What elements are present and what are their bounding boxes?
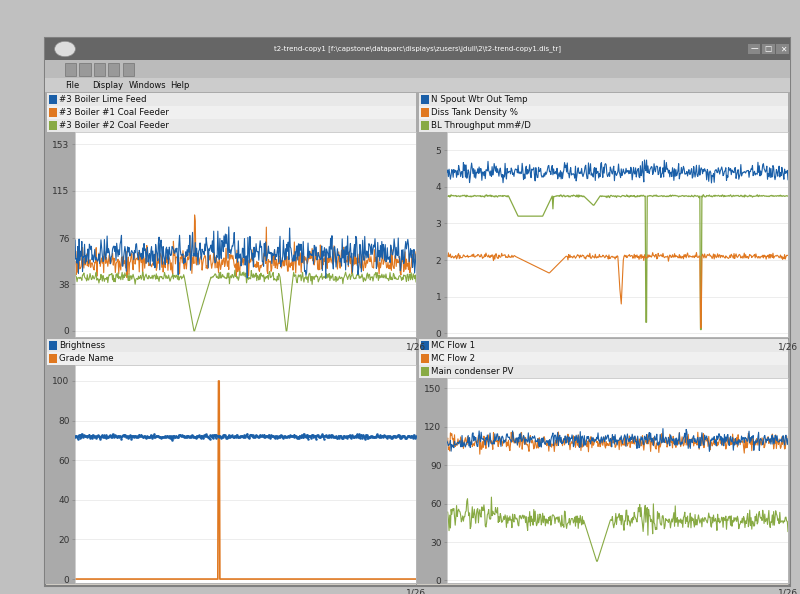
Text: Main condenser PV: Main condenser PV — [431, 367, 514, 376]
Text: Brightness: Brightness — [59, 341, 105, 350]
Bar — [419, 339, 788, 352]
Text: File: File — [65, 81, 79, 90]
Bar — [45, 78, 790, 92]
Bar — [50, 121, 57, 130]
Bar — [422, 367, 429, 376]
Bar — [45, 38, 790, 60]
Bar — [47, 352, 416, 365]
Circle shape — [54, 41, 75, 56]
Bar — [47, 106, 416, 119]
Text: Display: Display — [93, 81, 123, 90]
Text: BL Throughput mm#/D: BL Throughput mm#/D — [431, 121, 531, 130]
Text: MC Flow 1: MC Flow 1 — [431, 341, 475, 350]
Bar — [422, 354, 429, 363]
Text: MC Flow 2: MC Flow 2 — [431, 354, 475, 363]
Bar — [65, 63, 76, 76]
Bar — [50, 341, 57, 350]
Bar — [422, 121, 429, 130]
Bar — [50, 108, 57, 117]
Text: Grade Name: Grade Name — [59, 354, 114, 363]
Text: Diss Tank Density %: Diss Tank Density % — [431, 108, 518, 117]
Text: #3 Boiler #2 Coal Feeder: #3 Boiler #2 Coal Feeder — [59, 121, 169, 130]
Bar — [94, 63, 105, 76]
Bar — [419, 352, 788, 365]
Text: N Spout Wtr Out Temp: N Spout Wtr Out Temp — [431, 95, 528, 104]
Bar — [422, 341, 429, 350]
Text: ✕: ✕ — [780, 45, 786, 53]
Bar — [419, 93, 788, 106]
Text: #3 Boiler Lime Feed: #3 Boiler Lime Feed — [59, 95, 146, 104]
Text: Help: Help — [170, 81, 190, 90]
Bar — [419, 106, 788, 119]
Bar — [45, 92, 790, 584]
Bar — [747, 44, 761, 53]
Text: —: — — [750, 45, 758, 53]
Bar — [47, 119, 416, 132]
Bar — [419, 119, 788, 132]
Bar — [122, 63, 134, 76]
Bar — [47, 93, 416, 106]
Bar — [79, 63, 90, 76]
Bar — [762, 44, 774, 53]
Bar — [50, 95, 57, 104]
Bar — [419, 365, 788, 378]
Text: ↗: ↗ — [406, 290, 414, 300]
Bar — [50, 354, 57, 363]
Text: t2-trend-copy1 [f:\capstone\dataparc\displays\zusers\jdull\2\t2-trend-copy1.dis_: t2-trend-copy1 [f:\capstone\dataparc\dis… — [274, 46, 561, 52]
Text: Windows: Windows — [129, 81, 167, 90]
Bar — [45, 60, 790, 78]
Bar — [108, 63, 119, 76]
Bar — [776, 44, 789, 53]
Text: □: □ — [765, 45, 772, 53]
Text: #3 Boiler #1 Coal Feeder: #3 Boiler #1 Coal Feeder — [59, 108, 169, 117]
Bar — [422, 95, 429, 104]
Bar — [422, 108, 429, 117]
Bar — [47, 339, 416, 352]
